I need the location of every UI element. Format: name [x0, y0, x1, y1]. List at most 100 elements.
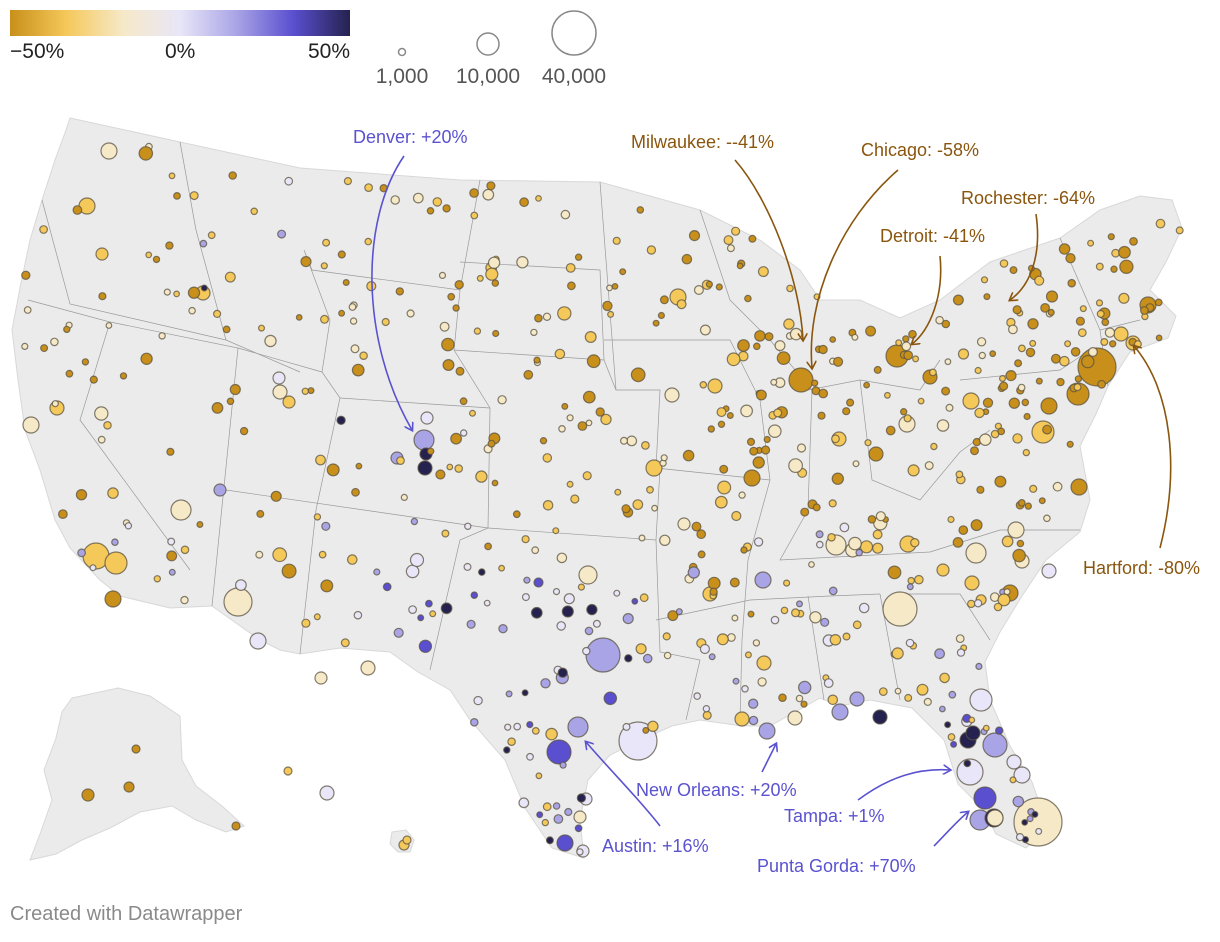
city-bubble: [832, 356, 844, 367]
city-bubble: [760, 445, 771, 455]
city-bubble: [213, 309, 222, 318]
city-bubble: [914, 574, 924, 585]
city-bubble: [975, 662, 983, 671]
city-bubble: [582, 471, 592, 481]
city-bubble: [526, 752, 534, 761]
city-bubble: [503, 746, 511, 754]
city-bubble: [976, 337, 987, 347]
alaska-outline: [29, 687, 245, 861]
city-bubble: [696, 529, 707, 540]
arrow-punta-gorda: [933, 812, 968, 847]
city-bubble: [973, 599, 983, 608]
city-bubble: [936, 419, 950, 432]
city-bubble: [714, 495, 728, 509]
city-bubble: [320, 262, 328, 270]
legend-mid-label: 0%: [165, 40, 196, 63]
city-bubble: [682, 449, 695, 462]
city-bubble: [272, 547, 288, 563]
city-bubble: [343, 177, 352, 186]
city-bubble: [519, 197, 529, 208]
city-bubble: [570, 494, 580, 504]
city-bubble: [406, 309, 415, 318]
city-bubble: [196, 520, 204, 528]
city-bubble: [1027, 318, 1039, 330]
city-bubble: [957, 348, 970, 360]
city-bubble: [1101, 318, 1110, 327]
city-bubble: [726, 352, 741, 367]
city-bubble: [567, 716, 589, 738]
city-bubble: [858, 602, 870, 614]
city-bubble: [565, 263, 576, 273]
city-bubble: [1070, 346, 1081, 357]
city-bubble: [746, 437, 756, 446]
city-bubble: [586, 603, 598, 616]
city-bubble: [518, 797, 530, 809]
city-bubble: [756, 655, 772, 671]
city-bubble: [104, 551, 128, 575]
city-bubble: [111, 538, 119, 547]
city-bubble: [1067, 278, 1077, 288]
city-bubble: [464, 522, 472, 531]
city-bubble: [446, 463, 454, 471]
city-bubble: [754, 571, 772, 589]
label-milwaukee: Milwaukee: --41%: [631, 132, 774, 152]
city-bubble: [552, 587, 561, 596]
city-bubble: [412, 192, 424, 204]
city-bubble: [1074, 375, 1083, 383]
city-bubble: [459, 397, 468, 406]
city-bubble: [727, 633, 736, 642]
city-bubble: [295, 314, 303, 321]
city-bubble: [586, 354, 601, 369]
city-bubble: [582, 390, 596, 404]
city-bubble: [432, 197, 443, 207]
city-bubble: [483, 599, 491, 607]
city-bubble: [970, 519, 983, 532]
city-bubble: [818, 344, 828, 355]
city-bubble: [1118, 245, 1131, 259]
city-bubble: [619, 436, 628, 445]
city-bubble: [677, 517, 691, 531]
label-rochester: Rochester: -64%: [961, 188, 1095, 208]
city-bubble: [535, 772, 543, 780]
city-bubble: [930, 442, 938, 451]
city-bubble: [455, 366, 465, 376]
city-bubble: [606, 284, 613, 292]
city-bubble: [173, 290, 181, 298]
city-bubble: [229, 383, 241, 396]
city-bubble: [417, 614, 425, 622]
city-bubble: [585, 637, 621, 673]
city-bubble: [702, 705, 711, 713]
city-bubble: [51, 400, 59, 408]
city-bubble: [968, 716, 976, 724]
city-bubble: [531, 727, 540, 735]
city-bubble: [170, 499, 192, 521]
city-bubble: [976, 485, 985, 494]
city-bubble: [487, 439, 496, 448]
city-bubble: [912, 355, 920, 363]
city-bubble: [145, 251, 153, 259]
city-bubble: [1008, 397, 1021, 409]
city-bubble: [349, 317, 358, 325]
city-bubble: [818, 388, 829, 399]
city-bubble: [1009, 776, 1017, 784]
city-bubble: [997, 593, 1011, 607]
city-bubble: [852, 460, 860, 468]
city-bubble: [321, 521, 331, 531]
city-bubble: [521, 535, 530, 544]
city-bubble: [707, 378, 723, 394]
city-bubble: [1081, 354, 1095, 369]
city-bubble: [955, 470, 964, 479]
city-bubble: [536, 811, 544, 819]
city-bubble: [470, 211, 479, 220]
city-bubble: [486, 181, 496, 191]
city-bubble: [947, 733, 956, 741]
city-bubble: [557, 306, 572, 321]
city-bubble: [491, 279, 500, 287]
city-bubble: [578, 565, 598, 585]
city-bubble: [281, 563, 297, 579]
city-bubble: [77, 548, 86, 558]
city-bubble: [687, 566, 701, 579]
city-bubble: [1045, 290, 1059, 303]
city-bubble: [418, 639, 433, 654]
city-bubble: [809, 611, 822, 624]
